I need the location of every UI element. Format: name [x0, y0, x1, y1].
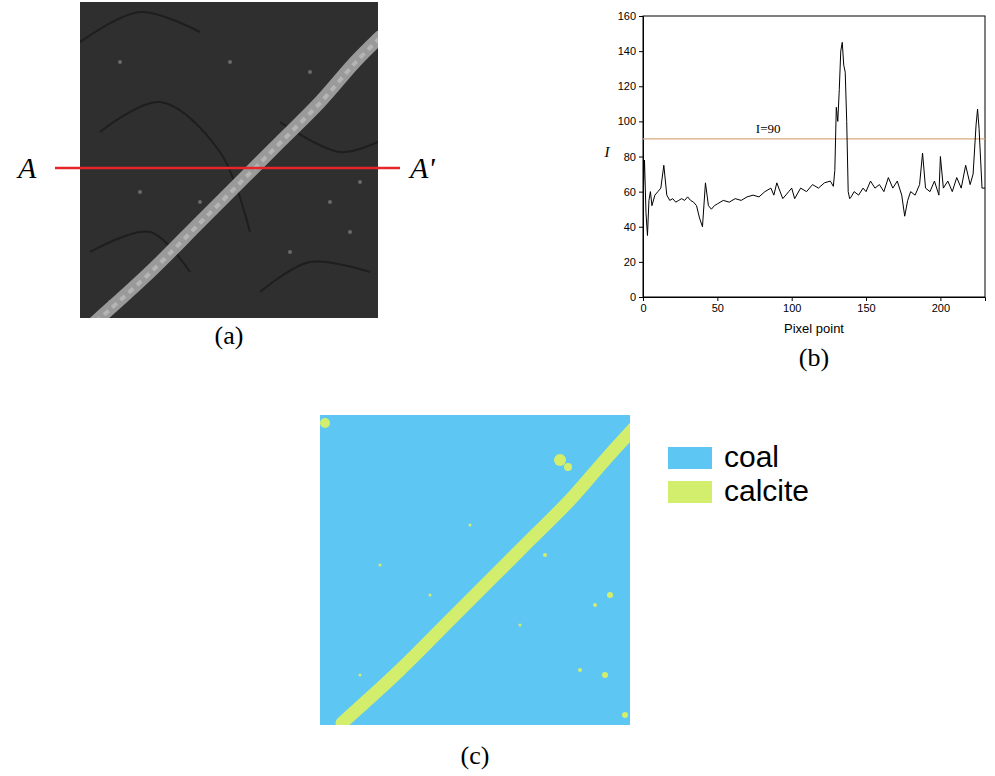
- axis-line: [639, 17, 644, 298]
- panel-c: [320, 415, 630, 725]
- panel-b: 0 50 100 150 200 0 20 40 60 80 100 120 140 160 Pixel p…: [604, 10, 986, 372]
- tick-label: 150: [857, 302, 875, 314]
- legend-label: coal: [724, 440, 779, 473]
- panel-label: (b): [799, 343, 829, 372]
- calcite-speck: [379, 564, 382, 567]
- tick-mark: [717, 297, 718, 301]
- tick-mark: [639, 86, 643, 87]
- x-axis-title: Pixel point: [784, 321, 844, 336]
- speck: [358, 180, 362, 184]
- legend: coalcalcite: [668, 440, 809, 507]
- tick-mark: [639, 157, 643, 158]
- calcite-speck: [519, 624, 522, 627]
- tick: 50: [712, 297, 724, 314]
- micrograph-ground: [80, 2, 378, 318]
- tick: 80: [624, 151, 643, 163]
- calcite-speck: [622, 712, 628, 718]
- tick: 40: [624, 221, 643, 233]
- threshold-line: [643, 138, 985, 139]
- tick: 200: [932, 297, 950, 314]
- panel-a: [80, 2, 378, 318]
- speck: [118, 60, 122, 64]
- tick-label: 0: [630, 291, 636, 303]
- y-axis: 0 20 40 60 80 100 120 140 160: [618, 10, 644, 303]
- calcite-vein-texture: [96, 37, 378, 318]
- tick: 60: [624, 186, 643, 198]
- tick-label: 140: [618, 45, 636, 57]
- tick: 20: [624, 256, 643, 268]
- tick: 100: [618, 115, 643, 127]
- calcite-speck: [429, 594, 432, 597]
- calcite-vein: [95, 37, 378, 318]
- tick-mark: [792, 297, 793, 301]
- calcite-speck: [607, 592, 613, 598]
- section-line: [55, 167, 400, 170]
- calcite-speck: [320, 418, 330, 428]
- tick-label: 100: [618, 115, 636, 127]
- tick-mark: [940, 297, 941, 301]
- tick: 100: [783, 297, 801, 314]
- crack: [80, 12, 200, 42]
- calcite-speck: [469, 524, 472, 527]
- y-axis-title: I: [604, 144, 611, 160]
- speck: [138, 190, 142, 194]
- calcite-speck: [554, 454, 566, 466]
- tick-label: 0: [640, 302, 646, 314]
- panel-label: (a): [215, 321, 244, 350]
- tick-mark: [639, 121, 643, 122]
- tick-label: 120: [618, 80, 636, 92]
- speck: [228, 60, 232, 64]
- calcite-vein: [342, 427, 630, 723]
- tick-label: 20: [624, 256, 636, 268]
- plot-marks: [643, 42, 985, 235]
- section-start-label: A: [16, 151, 37, 184]
- tick-mark: [639, 297, 643, 298]
- tick-mark: [639, 51, 643, 52]
- tick-label: 40: [624, 221, 636, 233]
- x-axis: 0 50 100 150 200: [640, 297, 985, 314]
- intensity-line: [643, 42, 985, 235]
- calcite-speck: [578, 668, 582, 672]
- tick-label: 160: [618, 10, 636, 22]
- tick: 0: [640, 297, 646, 314]
- tick: 0: [630, 291, 643, 303]
- tick: 150: [857, 297, 875, 314]
- axis-line: [644, 298, 986, 302]
- tick-label: 80: [624, 151, 636, 163]
- legend-swatch: [668, 481, 712, 503]
- calcite-speck: [602, 672, 608, 678]
- crack: [260, 261, 370, 292]
- speck: [288, 250, 292, 254]
- plot-frame: [643, 16, 985, 297]
- tick-mark: [639, 192, 643, 193]
- threshold-label: I=90: [756, 121, 781, 136]
- speck: [198, 200, 202, 204]
- calcite-speck: [593, 603, 597, 607]
- calcite-speck: [543, 553, 547, 557]
- tick-mark: [639, 227, 643, 228]
- tick: 120: [618, 80, 643, 92]
- speck: [328, 200, 332, 204]
- tick-label: 50: [712, 302, 724, 314]
- calcite-speck: [564, 463, 572, 471]
- tick: 160: [618, 10, 643, 22]
- legend-swatch: [668, 447, 712, 469]
- tick-mark: [639, 16, 643, 17]
- tick-label: 100: [783, 302, 801, 314]
- calcite-speck: [359, 674, 362, 677]
- section-end-label: A': [408, 151, 435, 184]
- tick-label: 60: [624, 186, 636, 198]
- tick-mark: [866, 297, 867, 301]
- coal-region: [320, 415, 630, 725]
- tick: 140: [618, 45, 643, 57]
- tick-label: 200: [932, 302, 950, 314]
- tick-mark: [639, 262, 643, 263]
- speck: [308, 70, 312, 74]
- panel-label: (c): [461, 741, 490, 770]
- legend-label: calcite: [724, 474, 809, 507]
- speck: [348, 230, 352, 234]
- figure: A A' (a) 0 50 100 150 200 0 20 40 60 80 100 120 140 160 P…: [0, 0, 995, 776]
